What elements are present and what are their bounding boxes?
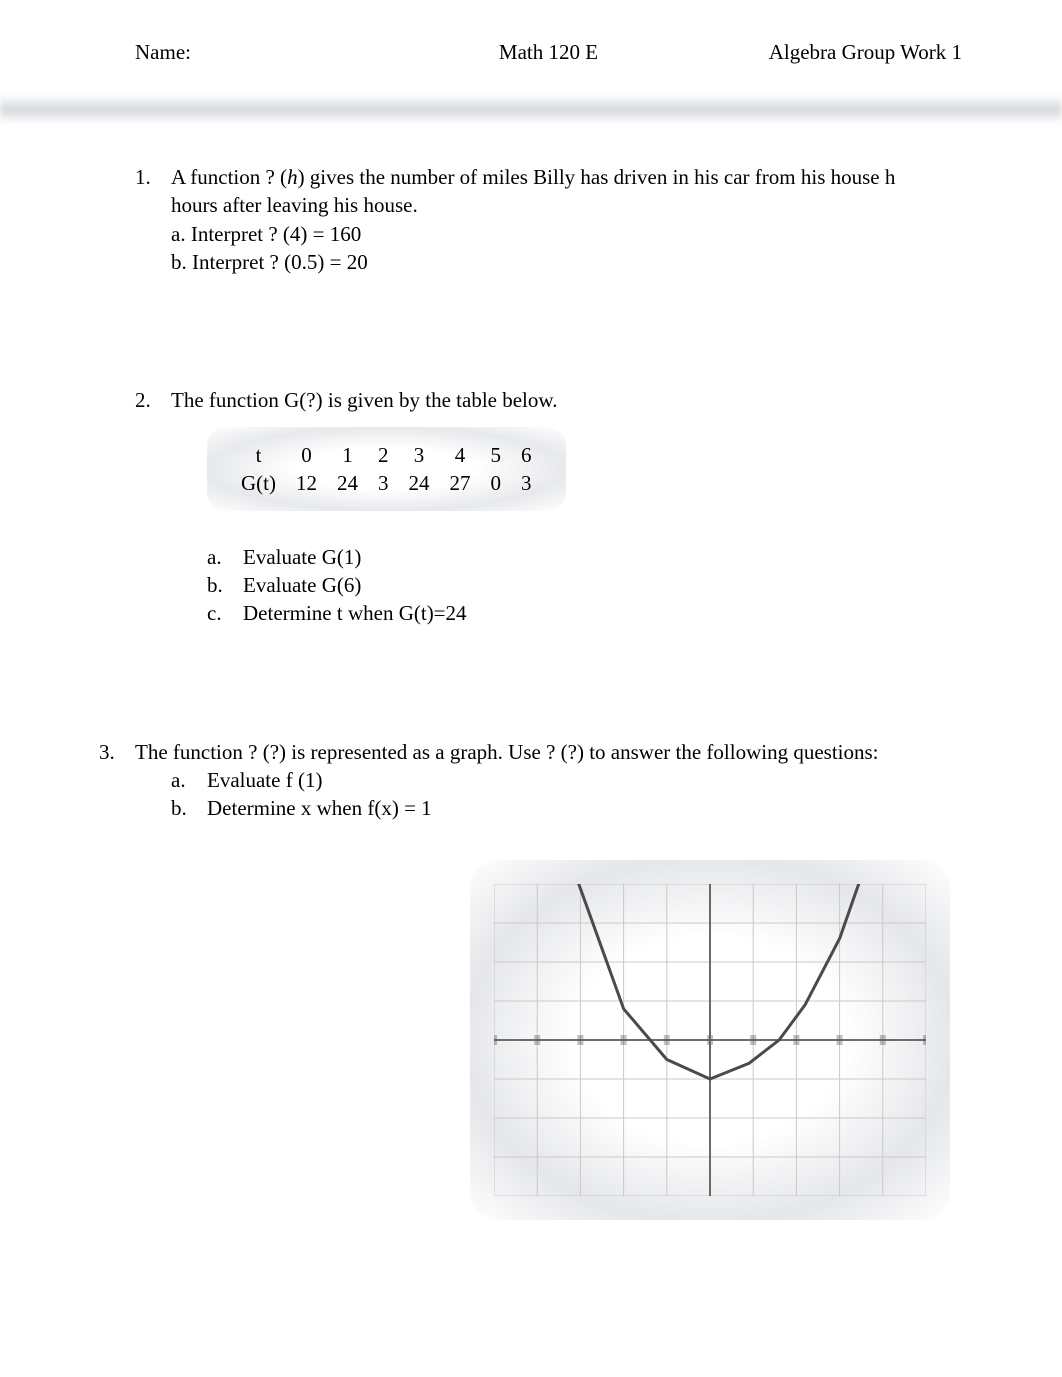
table-cell: 6 [511,441,542,469]
problem-2-intro: The function G(?) is given by the table … [171,386,962,414]
problem-2-table-wrap: t 0 1 2 3 4 5 6 G(t) 12 [207,427,566,512]
table-cell: 4 [440,441,481,469]
problem-3b: b. Determine x when f(x) = 1 [171,794,962,822]
table-cell: 5 [481,441,512,469]
problem-3-number: 3. [99,738,135,766]
problem-2-number: 2. [135,386,171,414]
problem-3-graph [470,860,950,1220]
table-row: t 0 1 2 3 4 5 6 [231,441,542,469]
subletter: a. [171,766,207,794]
problem-2-table: t 0 1 2 3 4 5 6 G(t) 12 [231,441,542,498]
problem-1-text-a: A function ? ( [171,165,287,189]
subtext: Evaluate G(1) [243,543,361,571]
table-cell: 24 [327,469,368,497]
table-cell: 3 [399,441,440,469]
problem-3: 3. The function ? (?) is represented as … [99,738,962,823]
problem-1a: a. Interpret ? (4) = 160 [171,220,962,248]
worksheet-body: 1. A function ? (h) gives the number of … [0,123,1062,823]
assignment-title: Algebra Group Work 1 [686,40,1002,65]
table-row: G(t) 12 24 3 24 27 0 3 [231,469,542,497]
course-title: Math 120 E [411,40,687,65]
problem-3a: a. Evaluate f (1) [171,766,962,794]
problem-2b: b. Evaluate G(6) [207,571,962,599]
table-cell: 27 [440,469,481,497]
problem-1-text-italic: h [287,165,298,189]
table-cell: 3 [511,469,542,497]
subletter: a. [207,543,243,571]
worksheet-header: Name: Math 120 E Algebra Group Work 1 [0,40,1062,65]
problem-3-graph-wrap [470,860,950,1220]
table-cell: 0 [481,469,512,497]
subtext: Determine x when f(x) = 1 [207,794,432,822]
subletter: b. [207,571,243,599]
problem-1b: b. Interpret ? (0.5) = 20 [171,248,962,276]
problem-1-text-line2: hours after leaving his house. [171,191,962,219]
problem-2c: c. Determine t when G(t)=24 [207,599,962,627]
table-cell: 12 [286,469,327,497]
problem-2: 2. The function G(?) is given by the tab… [135,386,962,627]
table-cell: 1 [327,441,368,469]
subtext: Determine t when G(t)=24 [243,599,467,627]
table-row-label: t [231,441,286,469]
graph-svg [494,884,926,1196]
subletter: b. [171,794,207,822]
problem-2a: a. Evaluate G(1) [207,543,962,571]
subtext: Evaluate f (1) [207,766,322,794]
subtext: Evaluate G(6) [243,571,361,599]
table-cell: 2 [368,441,399,469]
problem-1: 1. A function ? (h) gives the number of … [135,163,962,276]
table-cell: 0 [286,441,327,469]
subletter: c. [207,599,243,627]
problem-3-intro: The function ? (?) is represented as a g… [135,738,962,766]
problem-1-number: 1. [135,163,171,191]
header-divider-blur [0,95,1062,123]
table-cell: 3 [368,469,399,497]
table-cell: 24 [399,469,440,497]
name-label: Name: [135,40,411,65]
table-row-label: G(t) [231,469,286,497]
problem-1-text-b: ) gives the number of miles Billy has dr… [298,165,896,189]
